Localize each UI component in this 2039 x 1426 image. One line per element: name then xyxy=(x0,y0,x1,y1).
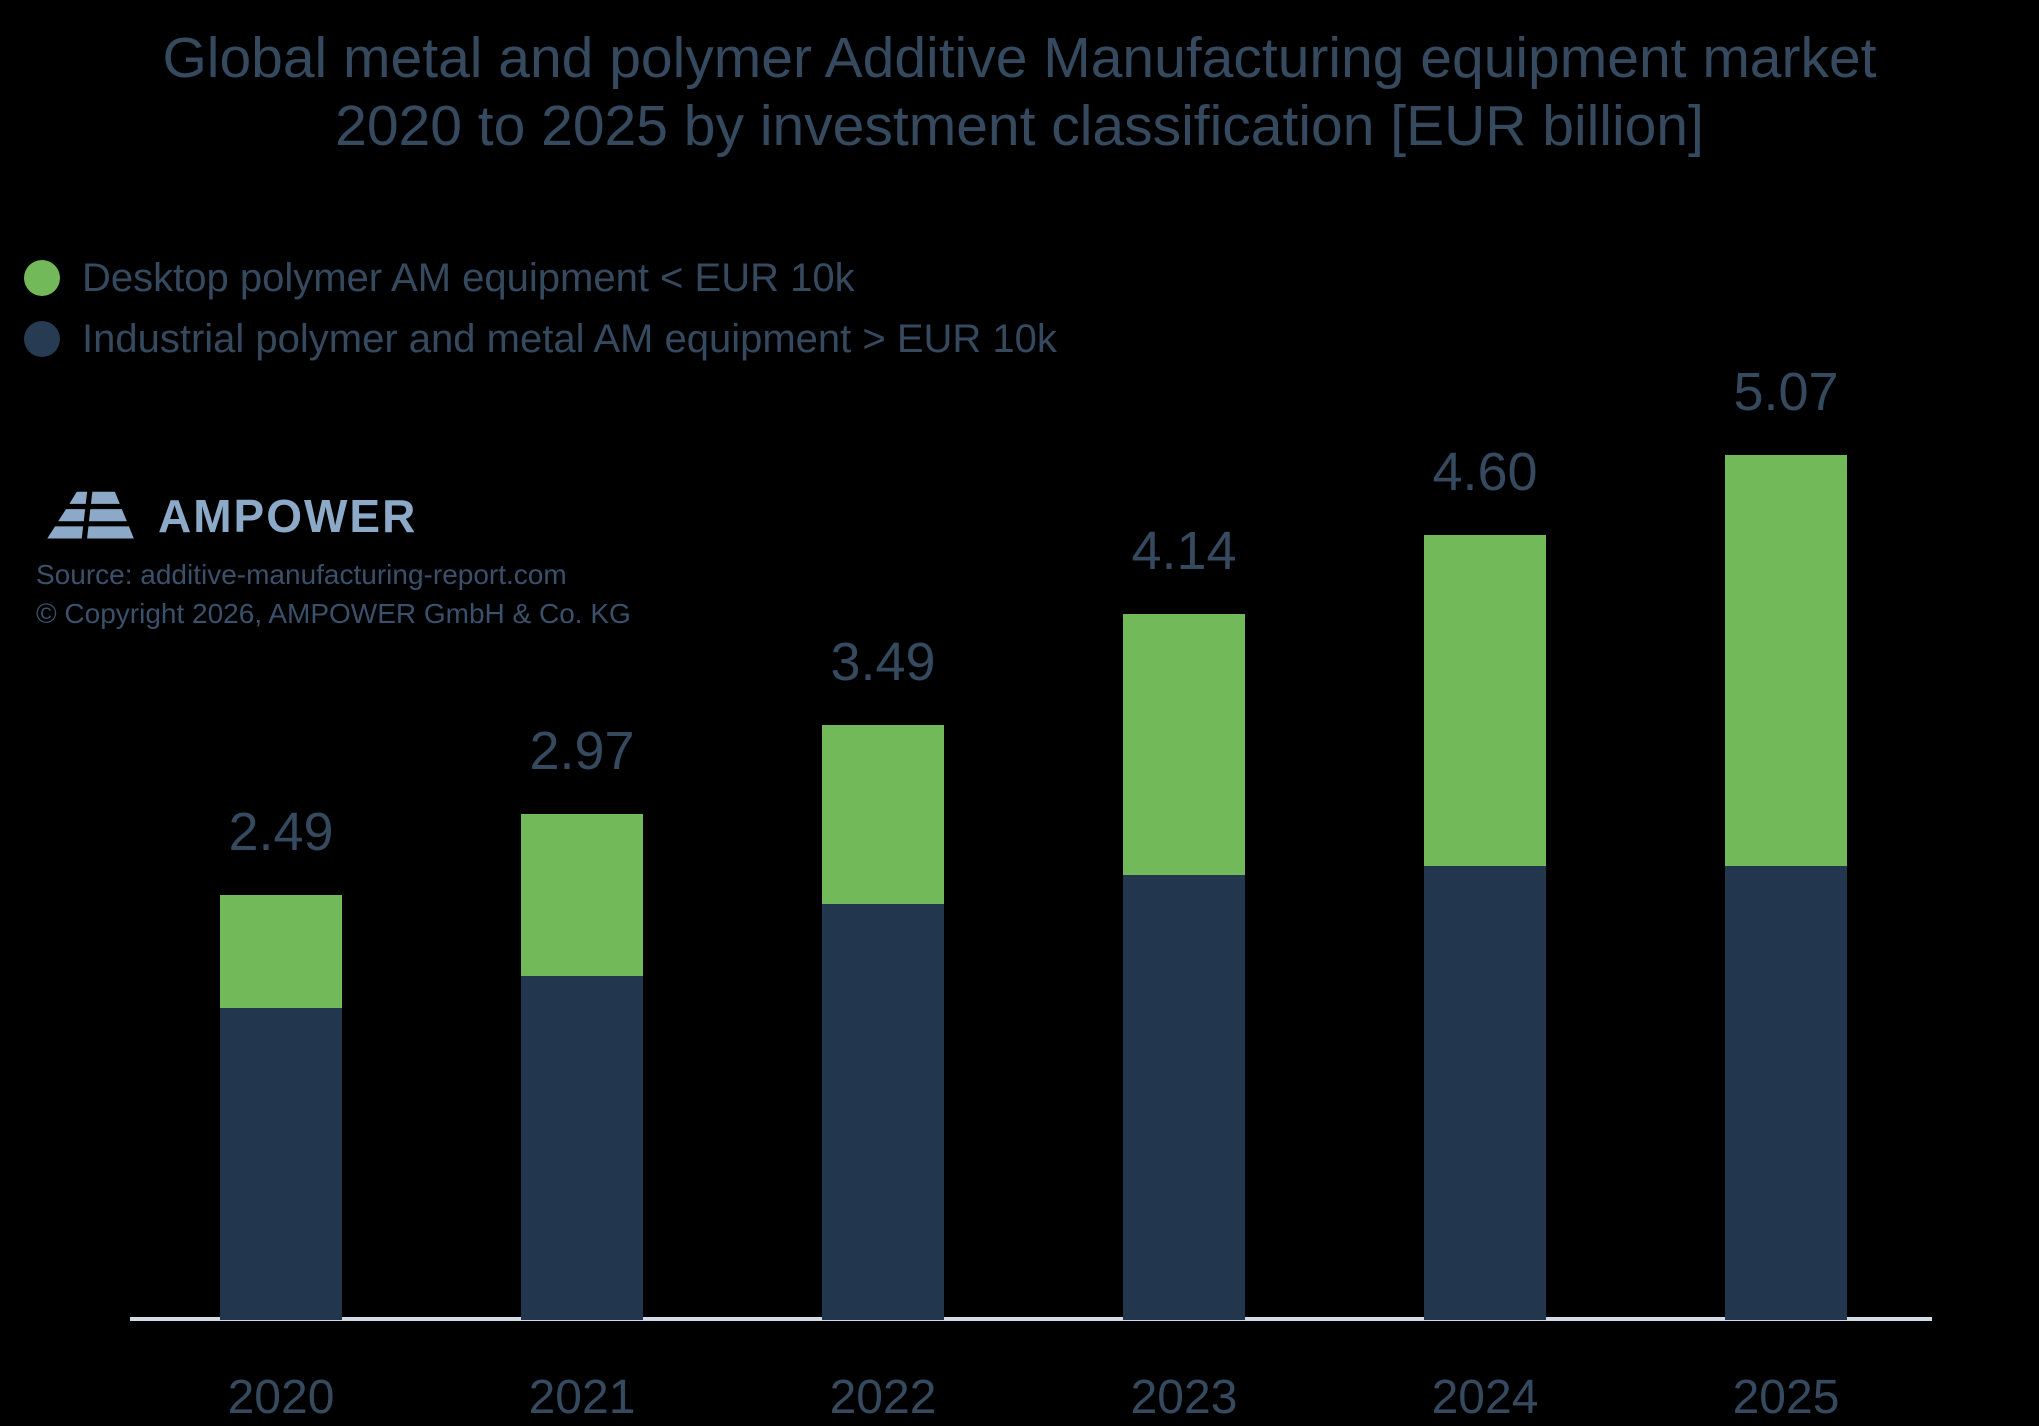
bar-total-label-2022: 3.49 xyxy=(830,632,936,692)
bar-segment-desktop-2023 xyxy=(1123,614,1245,875)
bar-segment-industrial-2022 xyxy=(822,904,944,1320)
x-axis-label-2022: 2022 xyxy=(829,1371,937,1424)
source-text: Source: additive-manufacturing-report.co… xyxy=(36,559,567,590)
chart-title: Global metal and polymer Additive Manufa… xyxy=(0,24,2039,160)
bar-segment-industrial-2021 xyxy=(521,976,643,1320)
bar-segment-desktop-2022 xyxy=(822,725,944,904)
x-axis-line xyxy=(130,1317,1932,1321)
bar-2021: 2.97 xyxy=(521,724,643,1320)
ampower-logo: AMPOWER xyxy=(36,488,631,544)
bar-2022: 3.49 xyxy=(822,635,944,1320)
legend-label-desktop: Desktop polymer AM equipment < EUR 10k xyxy=(82,256,855,300)
bar-segment-desktop-2020 xyxy=(220,895,342,1008)
legend-dot-desktop-icon xyxy=(24,260,60,296)
bar-total-label-2024: 4.60 xyxy=(1432,442,1538,502)
ampower-logo-icon xyxy=(47,491,134,539)
legend-dot-industrial-icon xyxy=(24,321,60,357)
bar-segment-industrial-2025 xyxy=(1725,866,1847,1320)
bar-2020: 2.49 xyxy=(220,805,342,1320)
ampower-logo-text: AMPOWER xyxy=(158,490,418,542)
bar-segment-industrial-2024 xyxy=(1424,866,1546,1320)
branding-block: AMPOWER Source: additive-manufacturing-r… xyxy=(36,488,631,630)
bar-2025: 5.07 xyxy=(1725,365,1847,1320)
bar-total-label-2020: 2.49 xyxy=(228,802,334,862)
legend-item-desktop: Desktop polymer AM equipment < EUR 10k xyxy=(24,256,1057,300)
bar-total-label-2025: 5.07 xyxy=(1733,362,1839,422)
bar-segment-industrial-2023 xyxy=(1123,875,1245,1320)
chart-title-line2: 2020 to 2025 by investment classificatio… xyxy=(335,94,1704,158)
bar-total-label-2023: 4.14 xyxy=(1131,521,1237,581)
x-axis-label-2023: 2023 xyxy=(1130,1371,1238,1424)
x-axis-label-2021: 2021 xyxy=(528,1371,636,1424)
x-axis-label-2020: 2020 xyxy=(227,1371,335,1424)
legend-label-industrial: Industrial polymer and metal AM equipmen… xyxy=(82,317,1057,361)
bar-segment-industrial-2020 xyxy=(220,1008,342,1320)
x-axis-label-2025: 2025 xyxy=(1732,1371,1840,1424)
legend-item-industrial: Industrial polymer and metal AM equipmen… xyxy=(24,317,1057,361)
bar-segment-desktop-2025 xyxy=(1725,455,1847,866)
x-axis-label-2024: 2024 xyxy=(1431,1371,1539,1424)
bar-2024: 4.60 xyxy=(1424,445,1546,1320)
bar-2023: 4.14 xyxy=(1123,524,1245,1320)
bar-total-label-2021: 2.97 xyxy=(529,721,635,781)
bar-segment-desktop-2024 xyxy=(1424,535,1546,866)
copyright-text: © Copyright 2026, AMPOWER GmbH & Co. KG xyxy=(36,597,631,629)
bar-segment-desktop-2021 xyxy=(521,814,643,976)
legend: Desktop polymer AM equipment < EUR 10k I… xyxy=(24,256,1057,361)
chart-title-line1: Global metal and polymer Additive Manufa… xyxy=(162,26,1877,90)
